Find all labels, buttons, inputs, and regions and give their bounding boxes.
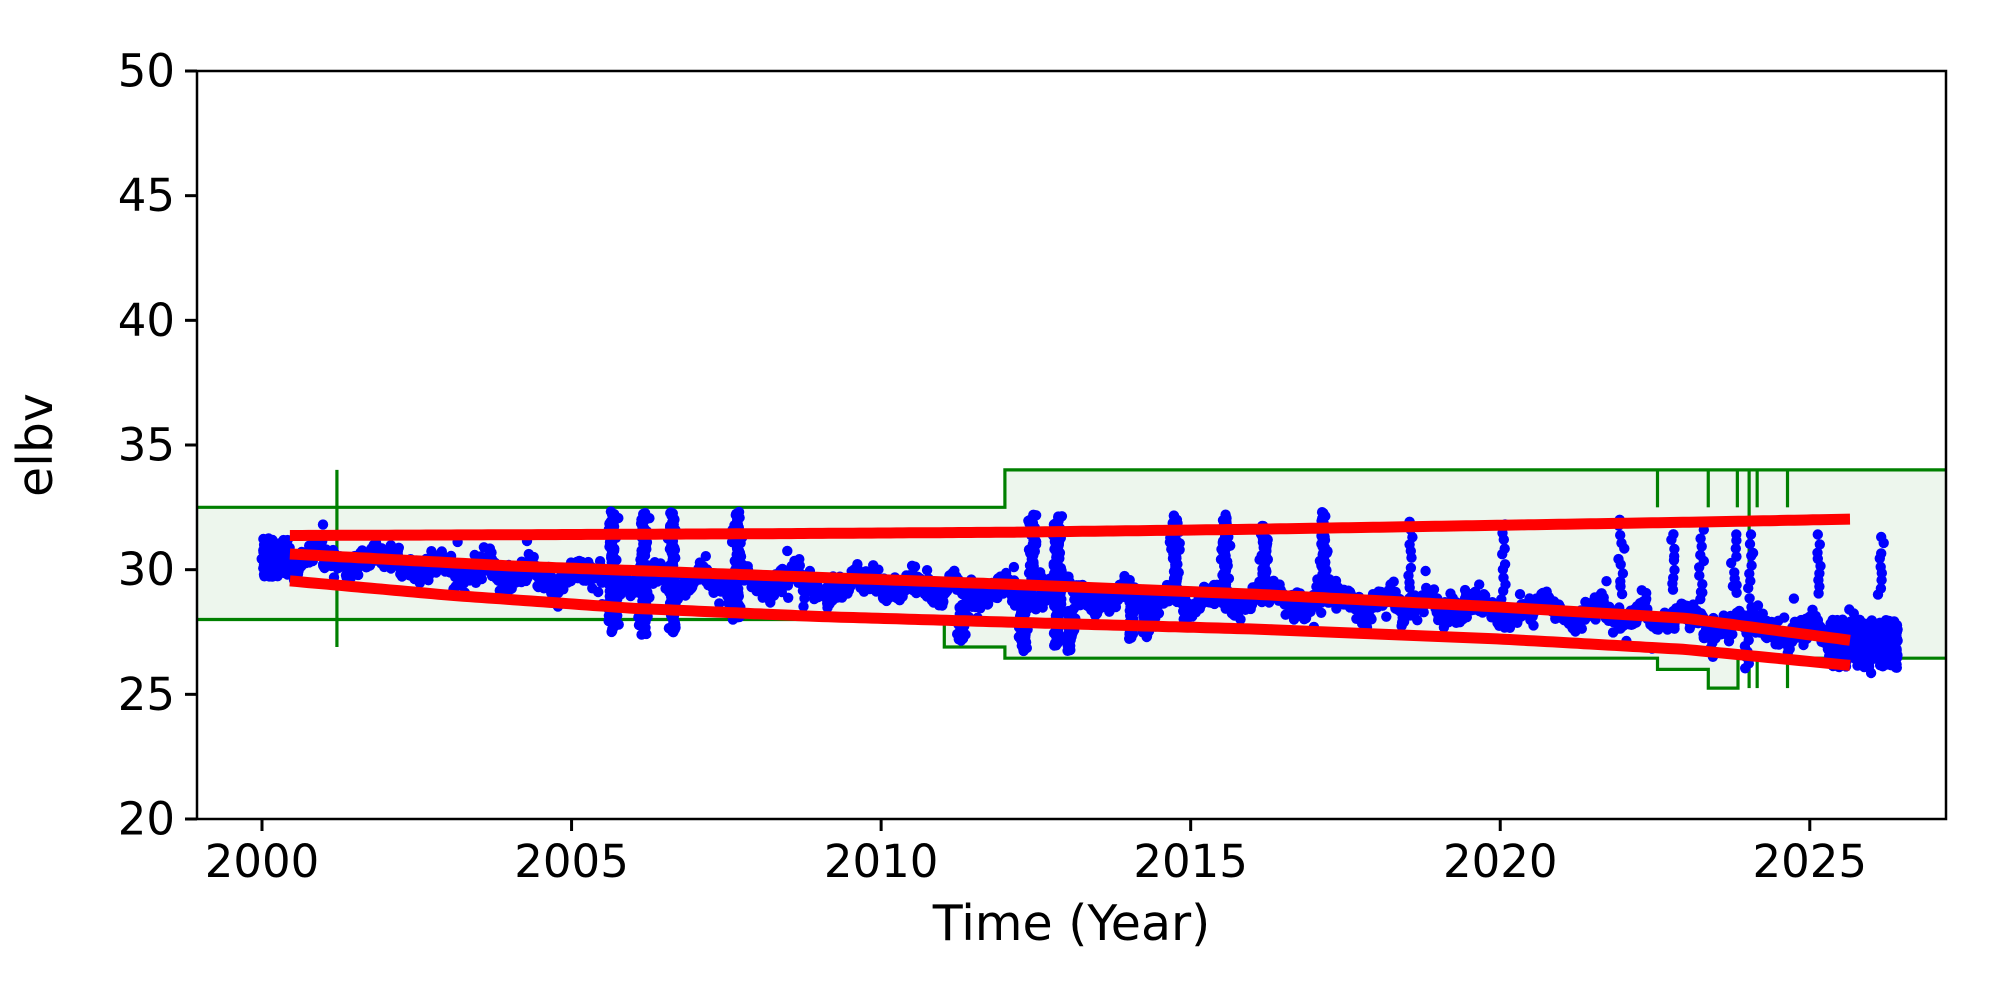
y-axis-label: elbv [7, 393, 64, 497]
y-tick-label: 30 [118, 543, 175, 596]
x-tick-label: 2025 [1753, 835, 1868, 888]
fit-lines [289, 513, 1851, 671]
y-tick-label: 25 [118, 668, 175, 721]
y-tick-label: 35 [118, 419, 175, 472]
y-tick-label: 20 [118, 793, 175, 846]
x-tick-label: 2010 [824, 835, 939, 888]
fit-lower-line [289, 575, 1851, 671]
x-tick-label: 2005 [514, 835, 629, 888]
y-tick-label: 40 [118, 294, 175, 347]
fit-upper-line [289, 513, 1851, 541]
bounds-upper-line [197, 468, 1946, 509]
x-tick-label: 2020 [1443, 835, 1558, 888]
plot-border [195, 69, 1948, 821]
y-tick-label: 45 [118, 169, 175, 222]
y-tick-label: 50 [118, 45, 175, 98]
bounds-lower-line [197, 617, 1946, 690]
x-axis-label: Time (Year) [932, 895, 1210, 952]
x-tick-label: 2015 [1133, 835, 1248, 888]
axes: 2000 2005 2010 2015 2020 202520253035404550Ti… [7, 45, 1948, 952]
x-tick-label: 2000 [205, 835, 320, 888]
fit-mean-line [289, 548, 1851, 646]
